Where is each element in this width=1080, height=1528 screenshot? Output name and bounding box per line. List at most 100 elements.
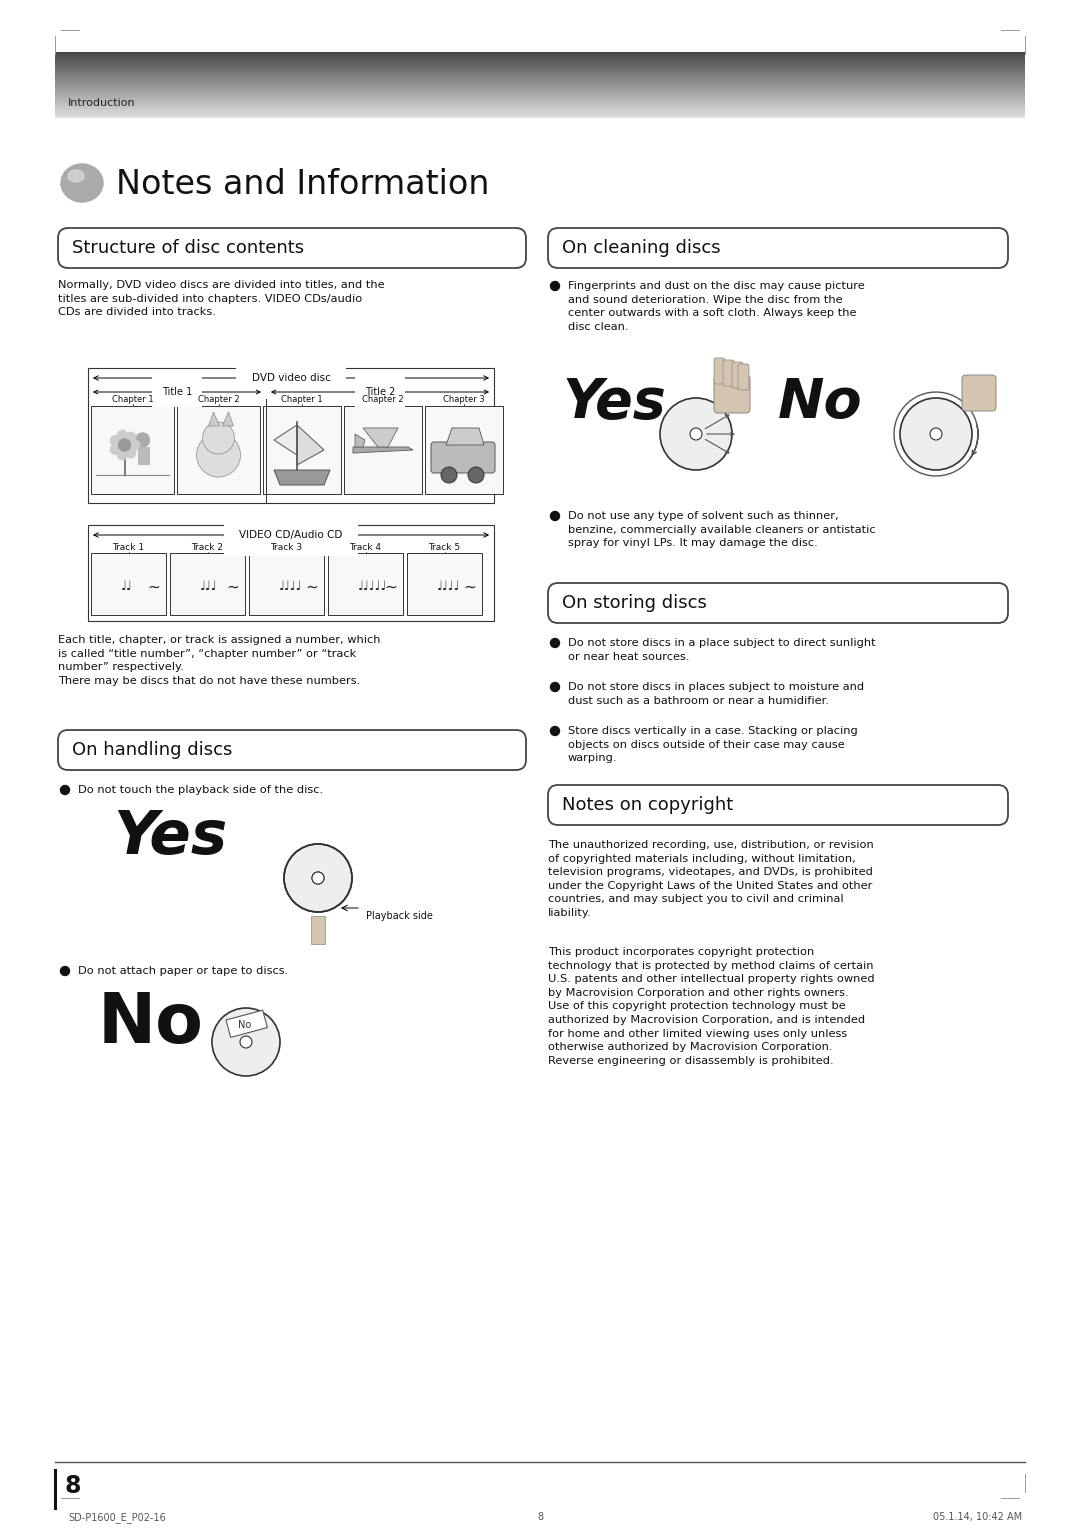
Text: Fingerprints and dust on the disc may cause picture
and sound deterioration. Wip: Fingerprints and dust on the disc may ca… [568, 281, 865, 332]
Text: Track 4: Track 4 [350, 542, 381, 552]
FancyBboxPatch shape [962, 374, 996, 411]
Text: Do not use any type of solvent such as thinner,
benzine, commercially available : Do not use any type of solvent such as t… [568, 510, 876, 549]
Bar [91, 406, 174, 494]
Circle shape [110, 435, 121, 446]
Text: ♩♩♩♩: ♩♩♩♩ [279, 579, 302, 593]
Polygon shape [363, 428, 399, 448]
Text: Playback side: Playback side [366, 911, 433, 921]
Polygon shape [355, 434, 365, 448]
Bar [407, 553, 482, 614]
Bar [426, 406, 503, 494]
Text: ~: ~ [384, 579, 397, 594]
Circle shape [125, 448, 136, 458]
Circle shape [312, 872, 324, 885]
Text: 8: 8 [65, 1475, 81, 1497]
FancyBboxPatch shape [714, 358, 725, 384]
Text: 05.1.14, 10:42 AM: 05.1.14, 10:42 AM [933, 1513, 1022, 1522]
Text: Chapter 1: Chapter 1 [281, 396, 323, 403]
FancyBboxPatch shape [431, 442, 495, 474]
Text: ~: ~ [227, 579, 240, 594]
Circle shape [197, 432, 241, 477]
Circle shape [690, 428, 702, 440]
Text: On storing discs: On storing discs [562, 594, 707, 613]
Text: Do not store discs in a place subject to direct sunlight
or near heat sources.: Do not store discs in a place subject to… [568, 639, 876, 662]
Polygon shape [297, 425, 324, 465]
Bar [137, 448, 149, 465]
Circle shape [118, 449, 127, 460]
FancyArrow shape [311, 915, 325, 944]
Bar [87, 368, 494, 503]
FancyBboxPatch shape [738, 364, 750, 390]
Text: This product incorporates copyright protection
technology that is protected by m: This product incorporates copyright prot… [548, 947, 875, 1067]
Bar [170, 553, 245, 614]
Circle shape [660, 397, 732, 471]
Bar [345, 406, 422, 494]
Circle shape [551, 683, 559, 692]
Text: Track 5: Track 5 [429, 542, 460, 552]
Text: ♩♩♩: ♩♩♩ [200, 579, 217, 593]
Text: Title 1: Title 1 [162, 387, 192, 397]
Text: Notes and Information: Notes and Information [116, 168, 489, 200]
Text: Track 2: Track 2 [191, 542, 224, 552]
Bar [264, 406, 341, 494]
Text: Track 3: Track 3 [270, 542, 302, 552]
Circle shape [551, 639, 559, 648]
Text: 8: 8 [537, 1513, 543, 1522]
Ellipse shape [68, 170, 84, 182]
Circle shape [551, 281, 559, 290]
FancyBboxPatch shape [714, 374, 750, 413]
Polygon shape [208, 413, 219, 426]
Text: Yes: Yes [563, 376, 666, 429]
Polygon shape [222, 413, 233, 426]
Bar [249, 553, 324, 614]
Text: ♩♩♩♩: ♩♩♩♩ [436, 579, 460, 593]
Bar [91, 553, 166, 614]
Circle shape [900, 397, 972, 471]
FancyBboxPatch shape [732, 362, 743, 388]
Bar [87, 526, 494, 620]
Text: On cleaning discs: On cleaning discs [562, 238, 720, 257]
Text: Normally, DVD video discs are divided into titles, and the
titles are sub-divide: Normally, DVD video discs are divided in… [58, 280, 384, 318]
Polygon shape [353, 448, 413, 452]
Circle shape [119, 439, 131, 451]
Text: VIDEO CD/Audio CD: VIDEO CD/Audio CD [240, 530, 342, 539]
Circle shape [60, 967, 69, 975]
Circle shape [110, 445, 121, 454]
Text: Each title, chapter, or track is assigned a number, which
is called “title numbe: Each title, chapter, or track is assigne… [58, 636, 380, 686]
Text: Chapter 3: Chapter 3 [443, 396, 485, 403]
Polygon shape [446, 428, 484, 445]
Text: On handling discs: On handling discs [72, 741, 232, 759]
Circle shape [130, 440, 139, 451]
Text: ♩♩: ♩♩ [121, 579, 132, 593]
Ellipse shape [60, 163, 103, 202]
Text: The unauthorized recording, use, distribution, or revision
of copyrighted materi: The unauthorized recording, use, distrib… [548, 840, 874, 918]
FancyBboxPatch shape [723, 361, 734, 387]
Circle shape [312, 872, 324, 885]
Text: Chapter 2: Chapter 2 [198, 396, 240, 403]
Circle shape [441, 468, 457, 483]
Circle shape [60, 785, 69, 795]
Bar [177, 406, 260, 494]
Text: ~: ~ [463, 579, 476, 594]
Text: No: No [98, 990, 204, 1057]
Polygon shape [274, 425, 297, 455]
Text: ~: ~ [148, 579, 160, 594]
Text: ♩♩♩♩♩: ♩♩♩♩♩ [357, 579, 387, 593]
Text: Introduction: Introduction [68, 98, 136, 108]
Circle shape [930, 428, 942, 440]
Text: Store discs vertically in a case. Stacking or placing
objects on discs outside o: Store discs vertically in a case. Stacki… [568, 726, 858, 762]
Text: SD-P1600_E_P02-16: SD-P1600_E_P02-16 [68, 1513, 165, 1523]
Bar [226, 1010, 268, 1038]
Circle shape [551, 512, 559, 521]
Circle shape [203, 422, 234, 454]
Circle shape [468, 468, 484, 483]
Text: No: No [238, 1021, 252, 1030]
Text: Structure of disc contents: Structure of disc contents [72, 238, 305, 257]
Text: No: No [778, 376, 863, 429]
Text: Title 2: Title 2 [365, 387, 395, 397]
Circle shape [240, 1036, 252, 1048]
Circle shape [125, 432, 136, 442]
Text: Yes: Yes [113, 808, 227, 866]
Circle shape [212, 1008, 280, 1076]
Text: Do not store discs in places subject to moisture and
dust such as a bathroom or : Do not store discs in places subject to … [568, 681, 864, 706]
